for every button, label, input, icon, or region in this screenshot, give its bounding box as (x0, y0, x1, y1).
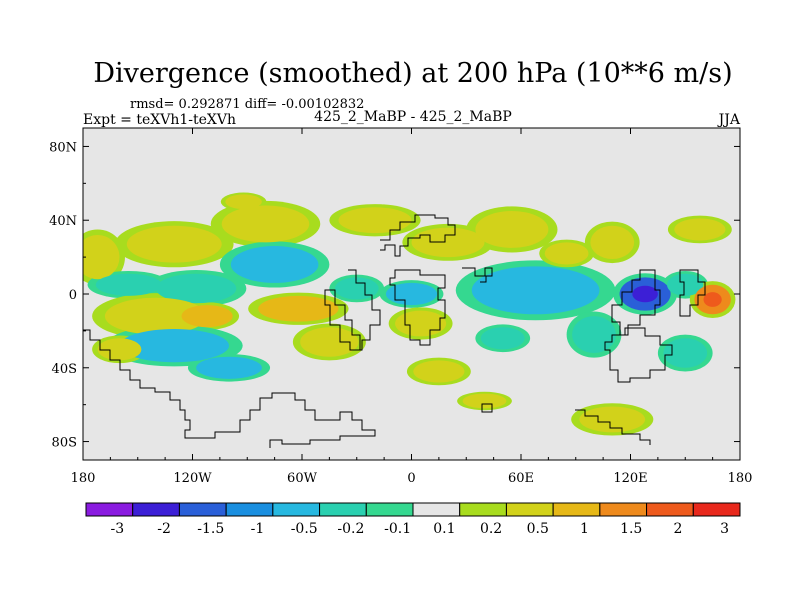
colorbar-swatch-4 (272, 502, 321, 517)
colorbar-swatch-10 (552, 502, 601, 517)
field-blob-22 (480, 327, 525, 350)
field-blob-32 (579, 406, 646, 433)
coastline-west-pacific (679, 269, 706, 317)
x-tick-label-3: 0 (407, 471, 415, 486)
colorbar-label-11: 1.5 (620, 521, 642, 537)
coastlines (83, 214, 706, 448)
field-blob-23 (462, 393, 507, 409)
colorbar-label-4: -0.5 (291, 521, 318, 537)
coastline-kerguelen (481, 403, 493, 413)
divergence-field (83, 192, 736, 436)
coastline-central-america (348, 269, 381, 351)
field-blob-2 (126, 225, 222, 263)
colorbar-swatch-5 (319, 502, 367, 517)
colorbar-label-3: -1 (251, 521, 265, 537)
field-blob-28 (667, 273, 704, 296)
field-blob-1 (95, 273, 162, 296)
coastline-africa (389, 269, 446, 346)
field-blob-5 (181, 305, 233, 328)
x-tick-label-2: 60W (287, 471, 318, 486)
colorbar-swatch-11 (599, 502, 648, 517)
field-blob-21 (471, 266, 600, 315)
field-blob-15 (338, 207, 412, 234)
field-blob-27-core (632, 285, 658, 303)
colorbar-swatch-0 (85, 502, 134, 517)
colorbar-swatch-1 (132, 502, 180, 517)
experiment-label: Expt = teXVh1-teXVh (83, 112, 236, 128)
colorbar-label-6: -0.1 (384, 521, 411, 537)
field-blob-29-core (703, 292, 722, 307)
field-blob-14 (334, 277, 379, 300)
y-tick-label-2: 0 (69, 288, 77, 303)
field-blob-26 (572, 316, 616, 354)
x-tick-label-6: 180 (728, 471, 753, 486)
field-blob-18 (411, 227, 485, 258)
colorbar-label-12: 2 (673, 521, 682, 537)
y-axis: 80N 40N 0 40S 80S (49, 140, 740, 451)
field-blob-9 (221, 205, 310, 243)
field-blob-3 (156, 273, 237, 304)
x-axis: 180 120W 60W 0 60E 120E 180 (71, 128, 753, 486)
field-blob-17 (395, 310, 447, 337)
colorbar-swatch-13 (692, 502, 741, 517)
field-blob-10 (230, 246, 319, 283)
colorbar-swatch-2 (178, 502, 227, 517)
field-blob-19 (413, 360, 465, 383)
coastline-arabia (462, 267, 493, 283)
coastline-maritime-continent (611, 269, 661, 336)
y-tick-label-1: 40N (49, 214, 77, 229)
y-tick-label-0: 80N (49, 140, 77, 155)
field-blob-4 (104, 297, 208, 335)
season-label: JJA (717, 112, 741, 128)
coastline-antarctica (83, 329, 376, 448)
colorbar: -3 -2 -1.5 -1 -0.5 -0.2 -0.1 0.1 0.2 0.5 1 1.5 2 3 (85, 502, 741, 537)
x-tick-label-4: 60E (508, 471, 534, 486)
field-blob-30 (674, 218, 726, 241)
colorbar-label-13: 3 (720, 521, 729, 537)
colorbar-swatch-6 (365, 502, 414, 517)
y-tick-label-4: 80S (52, 436, 77, 451)
colorbar-label-5: -0.2 (337, 521, 364, 537)
coastline-southern-ocean (575, 409, 651, 445)
colorbar-label-1: -2 (157, 521, 171, 537)
field-blob-31 (663, 338, 708, 368)
colorbar-label-10: 1 (580, 521, 589, 537)
colorbar-label-0: -3 (111, 521, 125, 537)
colorbar-label-8: 0.2 (480, 521, 502, 537)
field-blob-8 (196, 356, 262, 379)
y-tick-label-3: 40S (52, 362, 77, 377)
colorbar-label-9: 0.5 (527, 521, 549, 537)
colorbar-swatch-12 (646, 502, 694, 517)
case-label: 425_2_MaBP - 425_2_MaBP (314, 109, 512, 125)
colorbar-swatch-7 (412, 502, 461, 517)
colorbar-label-2: -1.5 (197, 521, 224, 537)
field-blob-20 (475, 211, 549, 248)
field-blob-25 (590, 225, 635, 259)
x-tick-label-0: 180 (71, 471, 96, 486)
field-blob-13 (300, 327, 359, 357)
field-blob-11 (225, 194, 262, 210)
colorbar-swatch-9 (505, 502, 554, 517)
chart-title: Divergence (smoothed) at 200 hPa (10**6 … (93, 58, 732, 89)
field-blob-0 (83, 234, 120, 280)
coastline-eurasia-north (380, 214, 456, 257)
field-blob-16 (385, 282, 438, 306)
field-blob-12 (258, 295, 339, 322)
field-blob-7 (97, 338, 142, 361)
x-tick-label-1: 120W (173, 471, 212, 486)
colorbar-swatch-8 (459, 502, 507, 517)
field-blob-24 (544, 242, 589, 265)
colorbar-swatch-3 (225, 502, 274, 517)
field-blob-6 (119, 329, 229, 363)
coastline-australia (604, 327, 673, 383)
stats-label: rmsd= 0.292871 diff= -0.00102832 (130, 97, 364, 112)
colorbar-label-7: 0.1 (433, 521, 455, 537)
x-tick-label-5: 120E (613, 471, 647, 486)
